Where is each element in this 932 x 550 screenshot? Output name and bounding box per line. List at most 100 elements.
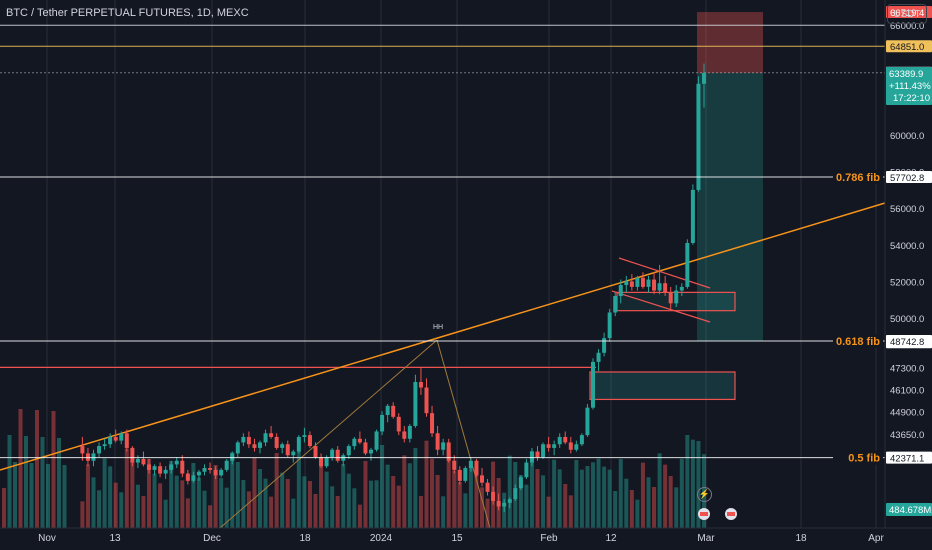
time-axis[interactable]: Nov 13 Dec 18 2024 15 Feb 12 Mar 18 Apr [0, 508, 932, 550]
volume-bar [607, 469, 612, 528]
volume-bar [296, 451, 301, 528]
volume-bar [663, 464, 668, 528]
candle-body [552, 444, 557, 448]
price-tag: 64851.0 [890, 42, 924, 53]
volume-bar [391, 476, 396, 528]
time-tick-label: Nov [38, 533, 56, 544]
volume-bar [679, 458, 684, 528]
volume-bar [402, 455, 407, 528]
volume-bar [119, 492, 124, 528]
volume-bar [585, 466, 590, 528]
volume-bar [141, 496, 146, 528]
volume-bar [346, 473, 351, 528]
candle-body [618, 285, 623, 297]
candle-body [452, 460, 457, 470]
volume-bar [652, 487, 657, 528]
time-tick-label: Dec [203, 533, 221, 544]
volume-bar [435, 475, 440, 528]
volume-tag: 484.678M [889, 505, 931, 516]
volume-bar [568, 495, 573, 528]
volume-bar [196, 477, 201, 528]
price-tag-bg [886, 19, 932, 32]
candle-body [640, 277, 645, 287]
price-tick-label: 52000.0 [890, 277, 924, 288]
lightning-icon[interactable]: ⚡ [697, 487, 712, 502]
candle-body [635, 277, 640, 287]
candle-body [85, 453, 90, 461]
current-change: +111.43% [889, 81, 931, 92]
candle-body [541, 444, 546, 458]
price-axis[interactable]: 60000.058000.056000.054000.052000.050000… [884, 0, 932, 550]
candle-body [352, 438, 357, 447]
candle-body [657, 283, 662, 291]
currency-button[interactable]: USDT [887, 4, 927, 24]
candle-body [557, 436, 562, 445]
candle-body [563, 436, 568, 443]
volume-bar [441, 496, 446, 528]
volume-bar [507, 455, 512, 528]
volume-bar [524, 484, 529, 528]
volume-bar [668, 476, 673, 528]
candle-body [629, 281, 634, 287]
volume-bar [307, 481, 312, 528]
volume-bar [546, 496, 551, 528]
candle-body [690, 189, 695, 243]
candle-body [202, 468, 207, 472]
volume-bar [541, 475, 546, 528]
volume-bar [35, 410, 39, 528]
time-tick-label: 12 [605, 533, 617, 544]
candle-body [191, 475, 196, 481]
candle-body [135, 458, 140, 463]
volume-bar [418, 496, 423, 528]
candle-body [491, 491, 496, 501]
time-tick-label: Apr [868, 533, 884, 544]
candle-body [463, 468, 468, 481]
candle-body [252, 444, 257, 448]
candle-body [424, 387, 429, 414]
candle-body [174, 460, 179, 465]
candle-body [591, 361, 595, 408]
volume-bar [474, 467, 479, 528]
volume-bar [485, 498, 490, 528]
candle-body [652, 279, 657, 291]
candle-body [213, 469, 218, 476]
candle-body [335, 449, 340, 461]
volume-bar [18, 409, 23, 528]
volume-bar [224, 487, 229, 528]
candle-body [385, 405, 390, 415]
volume-bar [97, 490, 102, 528]
time-tick-label: 18 [795, 533, 807, 544]
candle-body [241, 436, 246, 443]
volume-bar [130, 461, 135, 528]
candle-body [219, 469, 224, 476]
trade-zones [0, 12, 885, 401]
volume-bar [124, 448, 129, 528]
candle-body [529, 451, 534, 463]
candle-body [91, 453, 96, 461]
volume-bar [613, 491, 618, 528]
candle-body [374, 431, 379, 450]
fib-label: 0.786 fib [836, 172, 880, 184]
candle-body [124, 433, 129, 448]
volume-bar [380, 445, 385, 528]
volume-bar [285, 479, 290, 528]
candle-body [435, 433, 440, 450]
candle-body [502, 502, 507, 507]
volume-bar [413, 448, 418, 528]
candle-body [468, 460, 473, 469]
candle-body [119, 433, 124, 441]
current-price: 63389.9 [889, 69, 923, 80]
candle-body [480, 475, 484, 483]
volume-bar [518, 475, 523, 528]
candle-body [230, 453, 235, 461]
grid-lines [46, 0, 877, 528]
candle-body [518, 477, 523, 489]
candle-body [446, 442, 451, 461]
candle-body [196, 471, 201, 476]
volume-bar [202, 490, 207, 528]
volume-bar [269, 496, 274, 528]
volume-bar [219, 478, 224, 528]
event-flag-stripe [727, 512, 735, 516]
volume-bar [335, 496, 340, 528]
